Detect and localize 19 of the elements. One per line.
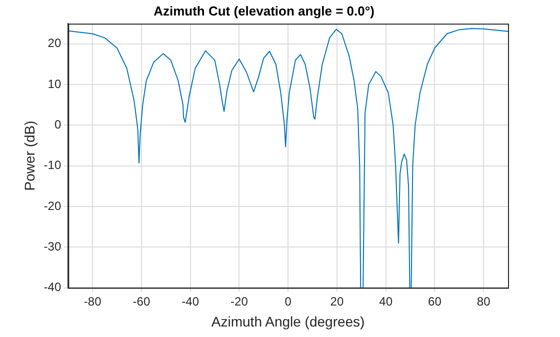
y-tick-label: -10 (44, 158, 62, 172)
x-tick-label: 20 (330, 294, 344, 308)
x-tick-label: 0 (284, 294, 292, 308)
y-tick-label: 10 (48, 76, 62, 91)
y-tick-label: 0 (54, 118, 62, 132)
y-tick-label: -30 (44, 239, 62, 254)
x-tick-label: 60 (428, 294, 442, 308)
chart-title: Azimuth Cut (elevation angle = 0.0°) (154, 3, 374, 18)
x-tick-label: 40 (379, 294, 393, 308)
x-tick-label: 80 (476, 294, 491, 308)
y-tick-label: -40 (44, 280, 62, 294)
y-tick-label: 20 (48, 36, 62, 50)
y-tick-label: -20 (44, 198, 62, 213)
x-axis-title: Azimuth Angle (degrees) (211, 313, 365, 330)
x-tick-label: -80 (84, 294, 102, 308)
y-axis-title: Power (dB) (21, 120, 38, 191)
x-tick-label: -40 (182, 294, 200, 308)
x-tick-label: -20 (230, 294, 248, 308)
x-tick-label: -60 (132, 294, 150, 308)
